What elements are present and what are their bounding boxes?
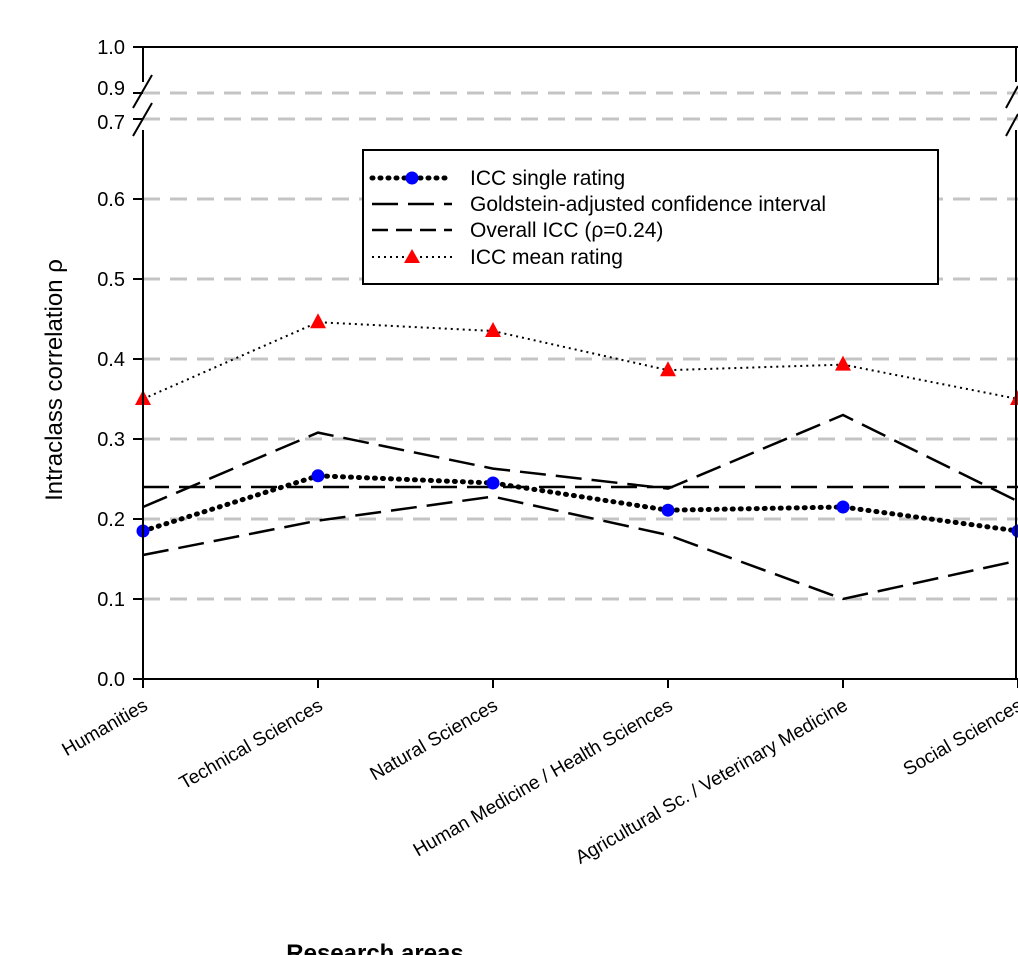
mean-rating-point bbox=[660, 361, 676, 377]
y-tick-label: 1.0 bbox=[97, 37, 125, 59]
single-rating-line bbox=[140, 473, 1018, 534]
x-tick-label: Natural Sciences bbox=[367, 695, 502, 785]
y-tick-label: 0.5 bbox=[97, 269, 125, 291]
mean-rating-point bbox=[310, 313, 326, 329]
axes bbox=[132, 46, 1018, 688]
ci-lower-line bbox=[142, 495, 1018, 601]
mean-rating-point bbox=[835, 355, 851, 371]
legend-box bbox=[362, 149, 939, 285]
legend-item-overall: Overall ICC (ρ=0.24) bbox=[372, 219, 663, 242]
ci-upper-line bbox=[142, 413, 1018, 509]
single-rating-point bbox=[486, 476, 500, 490]
legend-marker-single bbox=[405, 171, 419, 185]
y-tick-label: 0.9 bbox=[97, 78, 125, 100]
confidence-interval-lines bbox=[142, 413, 1018, 601]
y-tick-label: 0.1 bbox=[97, 589, 125, 611]
legend-label-ci: Goldstein-adjusted confidence interval bbox=[470, 193, 826, 216]
y-axis-label: Intraclass correlation ρ bbox=[41, 259, 68, 501]
legend-label-overall: Overall ICC (ρ=0.24) bbox=[470, 219, 663, 242]
legend-label-single: ICC single rating bbox=[470, 167, 625, 190]
x-tick-labels: Humanities Technical Sciences Natural Scie… bbox=[59, 695, 1018, 868]
y-tick-label: 0.7 bbox=[97, 112, 125, 134]
legend: ICC single rating Goldstein-adjusted con… bbox=[362, 149, 939, 285]
axis-break-mark bbox=[132, 74, 153, 109]
single-rating-point bbox=[311, 469, 325, 483]
legend-item-single: ICC single rating bbox=[369, 167, 625, 190]
y-tick-label: 0.2 bbox=[97, 509, 125, 531]
x-tick-label: Agricultural Sc. / Veterinary Medicine bbox=[572, 695, 851, 868]
legend-marker-mean bbox=[404, 249, 420, 263]
y-tick-label: 0.0 bbox=[97, 669, 125, 691]
legend-label-mean: ICC mean rating bbox=[470, 246, 623, 269]
y-tick-labels: 0.0 0.1 0.2 0.3 0.4 0.5 0.6 0.7 0.9 1.0 bbox=[97, 37, 125, 691]
y-tick-label: 0.3 bbox=[97, 429, 125, 451]
y-tick-label: 0.6 bbox=[97, 189, 125, 211]
x-tick-label: Social Sciences bbox=[900, 695, 1018, 780]
x-tick-label: Technical Sciences bbox=[176, 695, 326, 794]
legend-item-ci: Goldstein-adjusted confidence interval bbox=[372, 193, 826, 216]
single-rating-point bbox=[1011, 524, 1018, 538]
x-tick-label: Humanities bbox=[59, 695, 152, 761]
single-rating-point bbox=[836, 500, 850, 514]
series-markers bbox=[135, 313, 1018, 538]
mean-rating-point bbox=[485, 322, 501, 337]
axis-break-mark bbox=[1005, 113, 1018, 137]
legend-item-mean: ICC mean rating bbox=[372, 246, 623, 269]
y-tick-label: 0.4 bbox=[97, 349, 125, 371]
mean-rating-line bbox=[142, 321, 1018, 400]
x-axis-label: Research areas bbox=[286, 940, 463, 955]
axis-break-mark bbox=[1005, 85, 1018, 109]
series-lines bbox=[140, 321, 1018, 534]
single-rating-point bbox=[661, 503, 675, 517]
